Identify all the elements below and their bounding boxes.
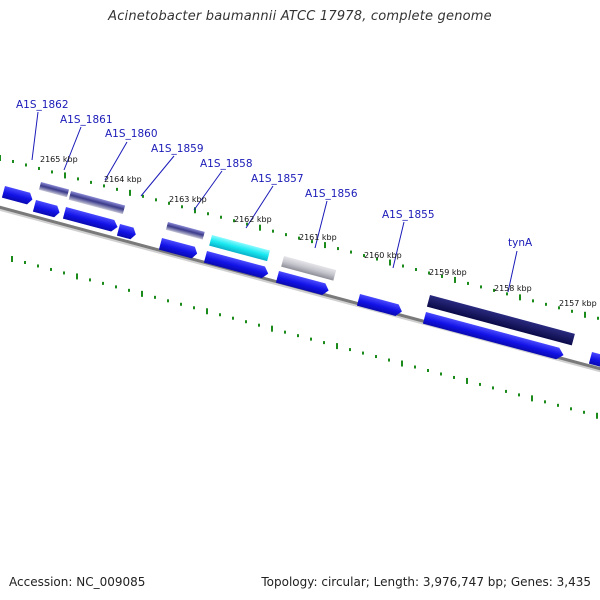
gene-arrow-4[interactable] (116, 224, 137, 240)
gene-a1s-1859-outer[interactable] (165, 222, 205, 240)
scale-label: 2164 kbp (104, 175, 142, 184)
gene-arrow-10[interactable] (588, 352, 600, 368)
gene-a1s-1857-outer[interactable] (209, 235, 270, 262)
scale-label: 2163 kbp (169, 195, 207, 204)
gene-label[interactable]: tynA (508, 237, 533, 249)
gene-leader-lines (31, 111, 518, 293)
gene-arrow-7[interactable] (275, 271, 330, 296)
gene-labels: A1S_1862 A1S_1861 A1S_1860 A1S_1859 A1S_… (16, 99, 533, 249)
outer-tick-ring (0, 155, 599, 320)
gene-label[interactable]: A1S_1857 (251, 173, 304, 185)
accession-text: Accession: NC_009085 (9, 575, 146, 589)
gene-arrow-3[interactable] (62, 207, 119, 233)
scale-label: 2165 kbp (40, 155, 78, 164)
gene-arrow-2[interactable] (32, 200, 61, 218)
gene-label[interactable]: A1S_1858 (200, 158, 253, 170)
scale-label: 2158 kbp (494, 284, 532, 293)
gene-arrow-6[interactable] (203, 251, 270, 279)
map-title: Acinetobacter baumannii ATCC 17978, comp… (108, 9, 492, 24)
gene-a1s-1862-outer[interactable] (38, 182, 70, 198)
gene-tyna-outer[interactable] (426, 295, 575, 346)
gene-a1s-1861-outer[interactable] (68, 191, 126, 215)
gene-arrow-1[interactable] (1, 186, 34, 205)
gene-arrow-9[interactable] (422, 312, 565, 361)
scale-label: 2157 kbp (559, 299, 597, 308)
gene-label[interactable]: A1S_1855 (382, 209, 435, 221)
gene-label[interactable]: A1S_1861 (60, 114, 113, 126)
scale-label: 2161 kbp (299, 233, 337, 242)
gene-label[interactable]: A1S_1859 (151, 143, 204, 155)
forward-strand-row (1, 186, 600, 368)
scale-labels: 2165 kbp 2164 kbp 2163 kbp 2162 kbp 2161… (40, 155, 597, 308)
scale-label: 2159 kbp (429, 268, 467, 277)
gene-arrow-8[interactable] (356, 294, 404, 317)
gene-label[interactable]: A1S_1862 (16, 99, 69, 111)
scale-label: 2162 kbp (234, 215, 272, 224)
gene-arrow-5[interactable] (158, 238, 199, 259)
gene-label[interactable]: A1S_1860 (105, 128, 158, 140)
inner-tick-ring (11, 256, 598, 419)
gene-a1s-1856-outer[interactable] (281, 256, 337, 281)
scale-label: 2160 kbp (364, 251, 402, 260)
genome-summary-text: Topology: circular; Length: 3,976,747 bp… (261, 575, 591, 589)
gene-label[interactable]: A1S_1856 (305, 188, 358, 200)
outer-feature-row (38, 182, 575, 346)
